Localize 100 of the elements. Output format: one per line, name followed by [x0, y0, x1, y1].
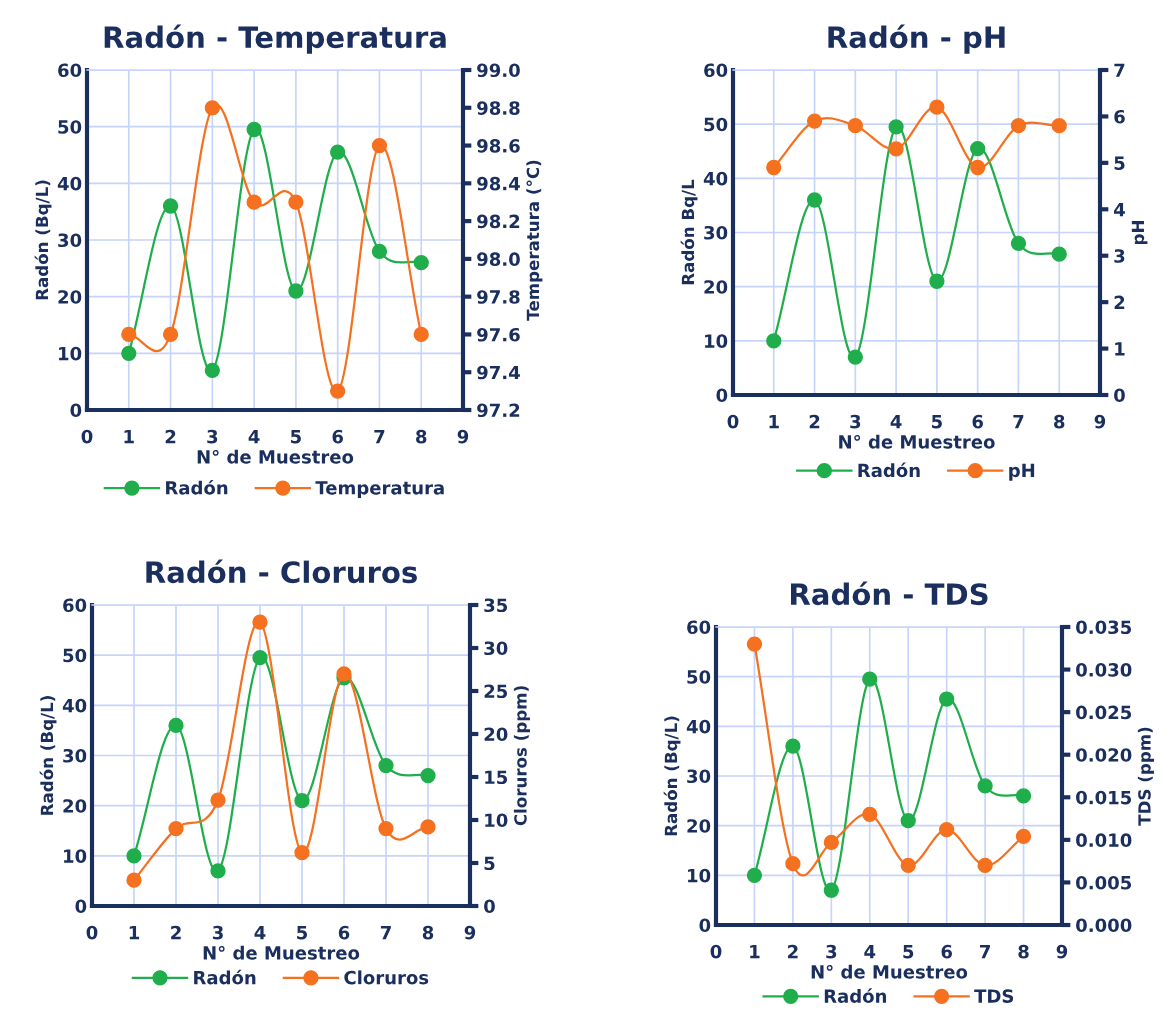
point	[1010, 118, 1027, 134]
point	[336, 666, 352, 682]
y2-tick-label: 7	[1114, 63, 1125, 77]
point	[977, 857, 993, 874]
point	[378, 820, 394, 837]
x-tick-label: 3	[850, 414, 861, 429]
legend-label: Radón	[194, 969, 256, 985]
x-tick-label: 0	[86, 925, 98, 940]
y2-axis-title: TDS (ppm)	[1137, 727, 1154, 826]
x-tick-label: 4	[248, 430, 260, 444]
y2-tick-label: 10	[485, 813, 508, 828]
point	[862, 671, 878, 687]
x-tick-label: 5	[932, 415, 942, 429]
x-tick-label: 0	[727, 414, 739, 429]
x-tick-label: 9	[464, 925, 476, 940]
point	[862, 806, 878, 822]
y2-tick-label: 0	[484, 899, 495, 914]
y2-tick-label: 0.030	[1076, 663, 1132, 677]
legend-label: Radón	[824, 988, 887, 1003]
y2-tick-label: 30	[484, 641, 508, 656]
y2-tick-label: 98.2	[477, 214, 520, 229]
y2-tick-label: 98.6	[477, 139, 520, 153]
point	[766, 159, 782, 176]
point	[168, 717, 184, 734]
point	[929, 273, 945, 289]
y2-tick-label: 97.4	[477, 365, 520, 380]
x-tick-label: 7	[980, 945, 990, 959]
point	[977, 778, 993, 794]
y-tick-label: 30	[58, 233, 82, 248]
x-axis-title: N° de Muestreo	[811, 964, 968, 979]
y2-tick-label: 35	[484, 598, 508, 613]
y-tick-label: 20	[63, 799, 87, 813]
y2-tick-label: 99.0	[477, 63, 520, 78]
y2-axis-title: Temperatura (°C)	[526, 160, 543, 321]
point	[162, 198, 179, 214]
y-tick-label: 50	[704, 117, 728, 132]
chart-title: Radón - TDS	[791, 581, 988, 606]
x-tick-label: 6	[332, 429, 343, 444]
point	[204, 362, 220, 378]
point	[939, 822, 955, 838]
y2-tick-label: 0.025	[1076, 705, 1132, 720]
x-tick-label: 9	[1094, 414, 1106, 429]
x-tick-label: 3	[207, 429, 218, 444]
point	[847, 118, 863, 134]
point	[806, 192, 823, 208]
point	[1010, 235, 1027, 251]
y-tick-label: 20	[704, 280, 728, 294]
point	[126, 848, 142, 864]
y2-tick-label: 97.8	[477, 290, 520, 304]
y-tick-label: 60	[63, 598, 87, 613]
point	[785, 856, 801, 872]
y2-axis-title: pH	[1131, 221, 1148, 245]
x-tick-label: 1	[750, 945, 760, 959]
y2-tick-label: 1	[1115, 342, 1125, 356]
y-tick-label: 20	[687, 819, 711, 833]
y2-tick-label: 3	[1114, 249, 1125, 263]
y2-tick-label: 0.000	[1076, 918, 1132, 933]
x-tick-label: 8	[422, 925, 434, 940]
x-tick-label: 7	[374, 430, 385, 444]
chart-title: Radón - Temperatura	[104, 24, 446, 54]
x-tick-label: 6	[972, 414, 983, 429]
point	[294, 793, 310, 809]
x-tick-label: 5	[297, 926, 308, 940]
point	[888, 119, 904, 135]
y-tick-label: 50	[687, 670, 711, 684]
x-tick-label: 6	[338, 925, 350, 940]
y-tick-label: 50	[58, 120, 82, 134]
x-tick-label: 7	[1013, 415, 1024, 429]
point	[900, 857, 916, 874]
y-axis-title: Radón (Bq/L)	[663, 716, 681, 836]
point	[168, 820, 184, 837]
y2-tick-label: 0	[1114, 388, 1125, 403]
x-tick-label: 4	[890, 415, 902, 429]
point	[121, 345, 137, 361]
y2-tick-label: 0.020	[1076, 748, 1132, 762]
x-tick-label: 1	[124, 430, 134, 444]
x-tick-label: 8	[1054, 414, 1065, 429]
y2-tick-label: 4	[1114, 202, 1125, 217]
y-tick-label: 0	[716, 388, 728, 403]
y2-tick-label: 97.6	[477, 327, 520, 342]
legend-label: Radón	[858, 462, 920, 478]
y2-tick-label: 25	[484, 684, 508, 699]
x-tick-label: 2	[165, 429, 176, 444]
point	[204, 100, 220, 116]
x-tick-label: 4	[254, 926, 266, 940]
x-tick-label: 5	[903, 945, 914, 959]
y2-tick-label: 0.005	[1076, 875, 1132, 890]
point	[929, 99, 945, 115]
x-axis-title: N° de Muestreo	[839, 434, 995, 449]
x-tick-label: 2	[788, 944, 798, 959]
x-axis-title: N° de Muestreo	[203, 945, 360, 960]
y2-tick-label: 0.035	[1076, 620, 1132, 635]
y-axis-title: Radón Bq/L	[680, 179, 698, 285]
x-axis-title: N° de Muestreo	[197, 449, 354, 464]
x-tick-label: 1	[769, 415, 779, 429]
y-tick-label: 20	[58, 290, 82, 304]
y2-tick-label: 5	[1114, 156, 1125, 170]
y-tick-label: 60	[687, 620, 711, 635]
y-tick-label: 40	[686, 719, 711, 734]
point	[785, 738, 801, 754]
